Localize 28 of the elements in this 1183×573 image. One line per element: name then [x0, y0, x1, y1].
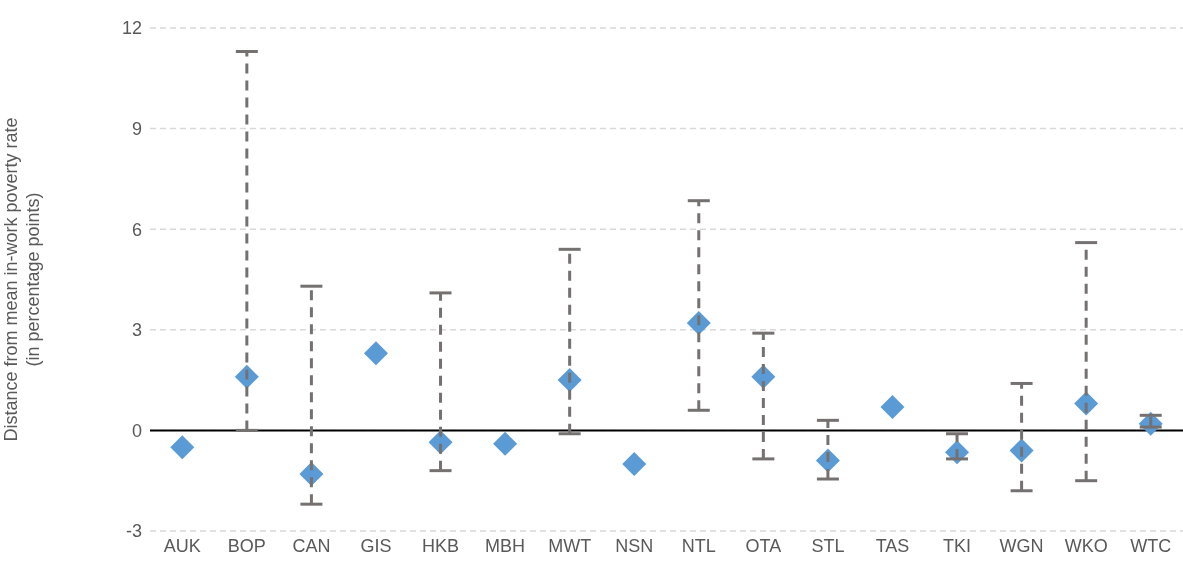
y-tick-label: -3 [125, 521, 142, 542]
x-tick-label: GIS [360, 535, 392, 556]
x-tick-label: WTC [1130, 535, 1172, 556]
point [880, 394, 905, 419]
y-tick-label: 9 [131, 118, 142, 139]
y-tick-label: 6 [131, 219, 142, 240]
y-tick-label: 3 [131, 320, 142, 341]
x-tick-label: OTA [745, 535, 782, 556]
x-tick-label: NTL [681, 535, 716, 556]
point [622, 451, 647, 476]
x-tick-label: WGN [999, 535, 1044, 556]
y-tick-label: 12 [121, 18, 142, 39]
x-tick-label: HKB [422, 535, 460, 556]
x-tick-label: WKO [1064, 535, 1108, 556]
point [170, 435, 195, 460]
x-tick-label: TKI [943, 535, 972, 556]
x-tick-label: NSN [615, 535, 654, 556]
x-tick-label: CAN [292, 535, 331, 556]
x-tick-label: MWT [548, 535, 592, 556]
x-tick-label: AUK [163, 535, 201, 556]
point [493, 431, 518, 456]
point [363, 341, 388, 366]
x-tick-label: MBH [485, 535, 526, 556]
y-tick-label: 0 [131, 420, 142, 441]
y-axis-title: Distance from mean in-work poverty rate (in percentage points) [1, 117, 43, 442]
x-tick-label: STL [811, 535, 845, 556]
x-tick-label: BOP [227, 535, 266, 556]
x-tick-label: TAS [875, 535, 910, 556]
